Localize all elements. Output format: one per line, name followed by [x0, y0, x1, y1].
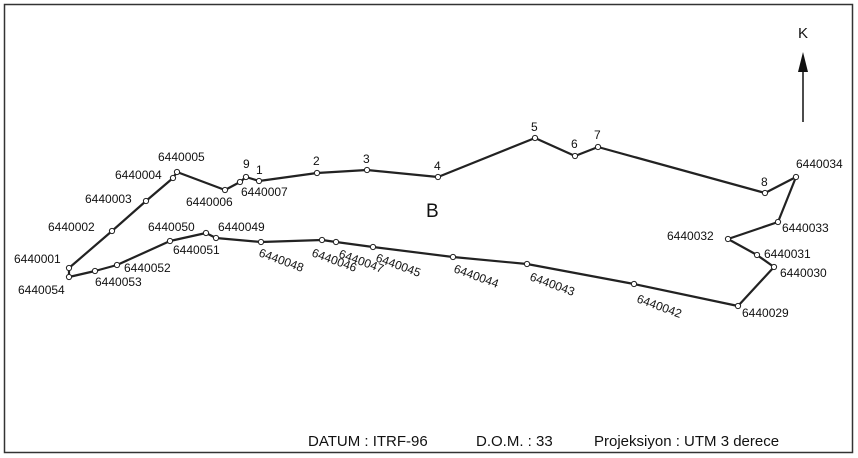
vertex [531, 134, 539, 142]
vertex [594, 143, 602, 151]
vertex [332, 238, 340, 246]
vertex-label: 6440032 [667, 229, 714, 243]
vertex [792, 173, 800, 181]
vertex [242, 173, 250, 181]
vertex [318, 236, 326, 244]
vertex [257, 238, 265, 246]
vertex [630, 280, 638, 288]
vertex-label: 6440033 [782, 221, 829, 235]
vertex [724, 235, 732, 243]
vertex-label: 6440030 [780, 266, 827, 280]
vertex-label: 6440052 [124, 261, 171, 275]
vertex [571, 152, 579, 160]
vertex-label: 6440049 [218, 220, 265, 234]
datum: DATUM : ITRF-96 [308, 433, 428, 450]
compass-label: K [798, 25, 808, 42]
vertex-label: 4 [434, 159, 441, 173]
vertex-label: 6440054 [18, 283, 65, 297]
vertex-label: 6440053 [95, 275, 142, 289]
vertex [363, 166, 371, 174]
north-arrow-head [798, 52, 808, 72]
vertex [523, 260, 531, 268]
frame [3, 3, 854, 454]
vertex-label: 6440007 [241, 185, 288, 199]
projection: Projeksiyon : UTM 3 derece [594, 433, 779, 450]
vertex [770, 263, 778, 271]
vertex-label: 6440029 [742, 306, 789, 320]
vertex-label: 6440034 [796, 157, 843, 171]
vertex [173, 168, 181, 176]
vertex-label: 7 [594, 128, 601, 142]
vertex-label: 3 [363, 152, 370, 166]
vertex-label: 5 [531, 120, 538, 134]
vertex-label: 6440003 [85, 192, 132, 206]
vertex [65, 273, 73, 281]
vertex [255, 177, 263, 185]
vertex-label: 1 [256, 163, 263, 177]
vertex [434, 173, 442, 181]
vertex-label: 6440001 [14, 252, 61, 266]
vertex-label: 6440004 [115, 168, 162, 182]
vertex-label: 6440031 [764, 247, 811, 261]
vertex [313, 169, 321, 177]
vertex-label: 6 [571, 137, 578, 151]
vertex [753, 251, 761, 259]
vertex-label: 6440002 [48, 220, 95, 234]
vertex [65, 264, 73, 272]
vertex-label: 6440051 [173, 243, 220, 257]
vertex [236, 178, 244, 186]
parcel: 6440001 6440002 6440003 6440004 6440005 64400… [14, 120, 843, 321]
vertex [113, 261, 121, 269]
vertex-label: 9 [243, 157, 250, 171]
vertex [449, 253, 457, 261]
vertex [212, 234, 220, 242]
vertex [369, 243, 377, 251]
vertex [169, 174, 177, 182]
vertex [91, 267, 99, 275]
vertex-label: 6440005 [158, 150, 205, 164]
vertex-label: 6440050 [148, 220, 195, 234]
region-label: B [426, 201, 439, 222]
vertex [202, 229, 210, 237]
vertex [221, 186, 229, 194]
vertex [761, 189, 769, 197]
vertex-label: 2 [313, 154, 320, 168]
vertex [108, 227, 116, 235]
vertex-label: 6440006 [186, 195, 233, 209]
vertex [142, 197, 150, 205]
vertex [166, 237, 174, 245]
dom: D.O.M. : 33 [476, 433, 553, 450]
vertex-label: 8 [761, 175, 768, 189]
vertex [734, 302, 742, 310]
vertex [774, 218, 782, 226]
